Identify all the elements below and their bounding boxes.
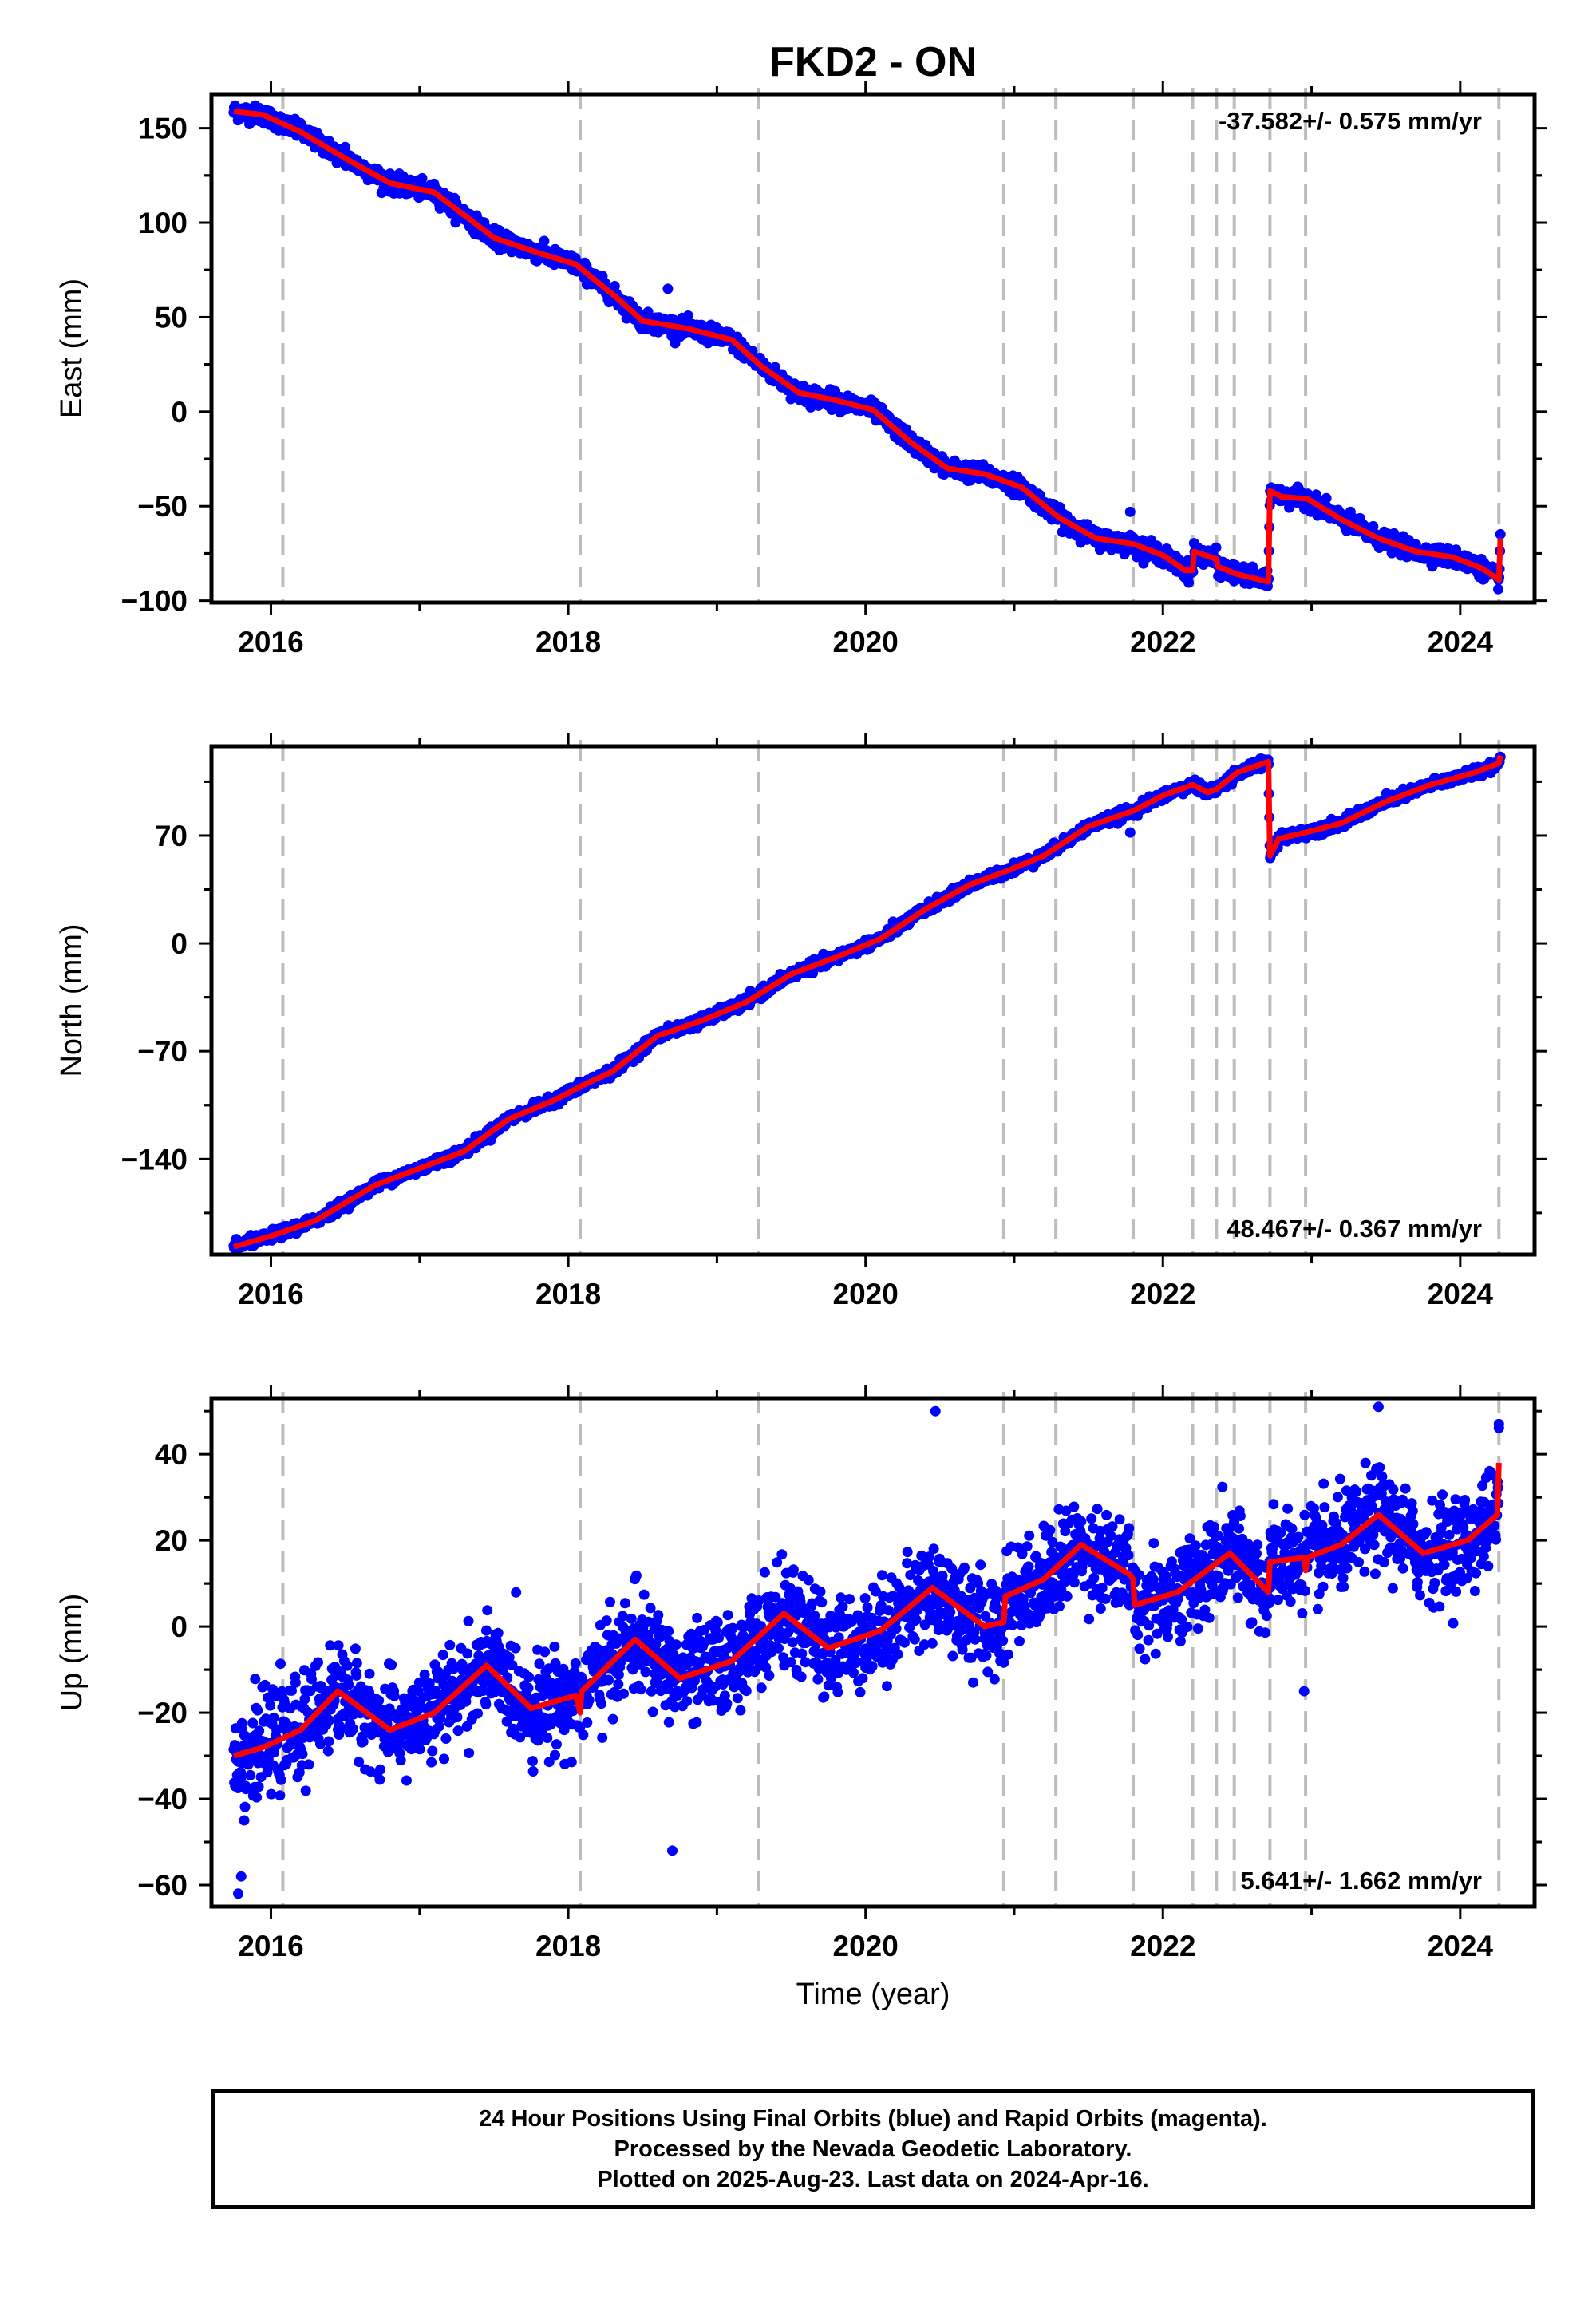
x-axis: 2016 2018 2020 2022 2024 <box>238 81 1493 658</box>
x-tick-label: 2024 <box>1428 626 1494 658</box>
model-line <box>233 108 1503 585</box>
y-axis: −100 −50 0 50 100 150 <box>121 113 1547 618</box>
x-tick-label: 2020 <box>833 626 899 658</box>
y-axis-label: East (mm) <box>55 279 89 418</box>
y-tick-label: 150 <box>138 113 188 145</box>
data-point <box>539 235 550 247</box>
y-tick-label: 50 <box>155 301 188 334</box>
chart-title: FKD2 - ON <box>769 39 977 85</box>
outlier-point <box>662 283 674 294</box>
data-point <box>417 172 428 184</box>
data-points <box>228 100 1506 595</box>
outlier-point <box>1124 506 1136 517</box>
data-point <box>1493 583 1503 595</box>
data-points <box>228 751 1506 1255</box>
y-tick-label: −50 <box>137 490 188 523</box>
event-lines <box>281 746 1501 1255</box>
data-point <box>682 310 693 321</box>
data-point <box>1183 577 1195 588</box>
data-point <box>1321 492 1332 504</box>
data-point <box>1495 528 1506 539</box>
y-tick-label: −100 <box>121 585 188 618</box>
y-tick-label: 100 <box>138 207 188 239</box>
x-tick-label: 2016 <box>238 626 303 658</box>
plot-frame <box>209 92 1537 605</box>
event-lines <box>281 94 1501 603</box>
panel-east: 2016 2018 2020 2022 2024 −100 −50 0 50 100 150 East… <box>55 81 1547 658</box>
rate-annotation: -37.582+/- 0.575 mm/yr <box>1219 107 1482 135</box>
x-tick-label: 2022 <box>1130 626 1195 658</box>
outlier-point <box>340 141 351 152</box>
y-tick-label: 0 <box>171 396 188 429</box>
data-point <box>1211 542 1222 553</box>
x-tick-label: 2018 <box>535 626 601 658</box>
